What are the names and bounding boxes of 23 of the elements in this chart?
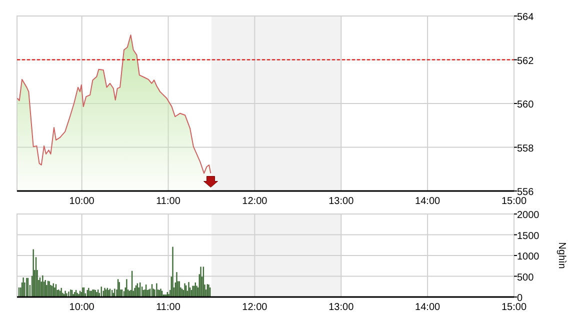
x-tick-label: 12:00 [242,196,268,207]
x-tick-label: 13:00 [328,196,354,207]
y-tick-label: 564 [517,12,534,23]
x-tick-label: 15:00 [501,302,527,313]
x-tick-label: 14:00 [415,196,441,207]
x-tick-label: 10:00 [69,196,95,207]
x-tick-label: 14:00 [415,302,441,313]
y-tick-label: 558 [517,143,534,154]
y-axis-title: Nghìn [556,242,567,269]
x-tick-label: 12:00 [242,302,268,313]
x-tick-label: 11:00 [156,196,181,207]
y-tick-label: 2000 [517,210,540,221]
y-tick-label: 556 [517,187,534,198]
x-tick-label: 11:00 [156,302,181,313]
x-tick-label: 13:00 [328,302,354,313]
y-tick-label: 0 [517,293,523,304]
x-tick-label: 15:00 [501,196,527,207]
y-tick-label: 1000 [517,252,540,262]
y-tick-label: 560 [517,100,534,110]
y-tick-label: 562 [517,56,534,67]
x-tick-label: 10:00 [69,302,95,313]
y-tick-label: 1500 [517,230,540,242]
y-tick-label: 500 [517,272,534,284]
